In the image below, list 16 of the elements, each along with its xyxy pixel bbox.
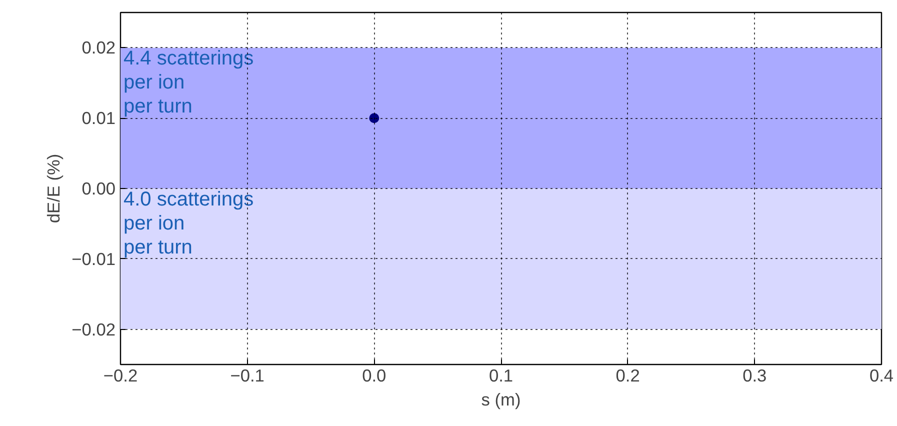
y-tick-label: 0.00 (82, 178, 116, 198)
y-tick-label: −0.01 (72, 248, 116, 269)
x-tick-label: 0.0 (362, 366, 386, 386)
band-label: 4.0 scatterings per ion per turn (124, 188, 254, 258)
x-tick-label: 0.1 (488, 366, 514, 386)
x-tick-label: 0.3 (742, 366, 767, 386)
x-axis-title: s (m) (481, 390, 521, 410)
x-tick-label: −0.2 (103, 366, 138, 386)
y-tick-label: −0.02 (72, 319, 116, 340)
x-tick-label: −0.1 (230, 366, 264, 386)
x-tick-label: 0.2 (616, 366, 640, 386)
band-label: 4.4 scatterings per ion per turn (124, 48, 254, 118)
y-axis-title: dE/E (%) (44, 154, 64, 224)
x-tick-label: 0.4 (869, 366, 894, 386)
y-tick-label: 0.02 (82, 38, 116, 58)
y-tick-label: 0.01 (82, 108, 116, 128)
